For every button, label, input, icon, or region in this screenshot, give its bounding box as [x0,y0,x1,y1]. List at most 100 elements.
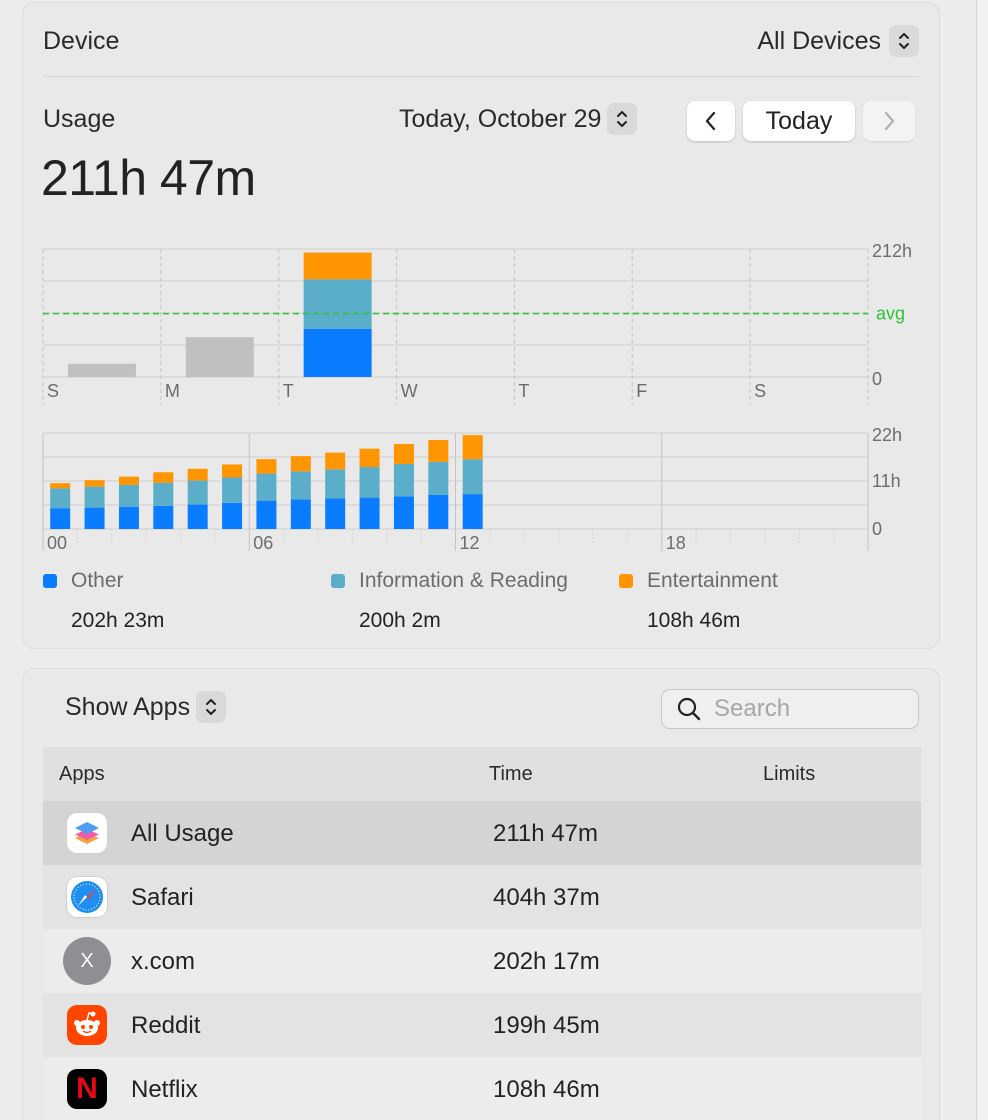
hour-bar-segment [256,500,277,529]
hour-y-tick-label: 22h [872,425,902,445]
app-name: Safari [131,884,194,911]
app-time: 211h 47m [493,820,598,847]
app-time: 404h 37m [493,884,600,911]
average-label: avg [876,304,905,324]
hour-bar-segment [256,459,277,474]
updown-chevron-icon [196,691,227,723]
search-input[interactable] [714,695,894,723]
usage-total: 211h 47m [41,150,256,206]
hour-bar-segment [118,506,139,529]
reddit-icon [67,1005,107,1045]
app-time: 108h 46m [493,1076,600,1103]
previous-day-button[interactable] [687,101,735,141]
hour-x-tick-label: 12 [460,533,480,553]
hour-y-tick-label: 11h [872,471,901,491]
hour-bar-segment [359,467,380,498]
device-label: Device [43,27,120,55]
legend-label: Information & Reading [359,569,568,592]
hour-bar-segment [118,476,139,485]
netflix-icon: N [67,1069,107,1109]
hour-bar-segment [462,494,483,529]
usage-panel: Device All Devices Usage 211h 47m Today,… [22,2,940,649]
hour-x-tick-label: 00 [47,533,67,553]
search-field[interactable] [661,689,919,729]
chevron-right-icon [884,111,895,131]
device-row: Device All Devices [43,19,919,77]
app-time: 202h 17m [493,948,600,975]
date-select[interactable]: Today, October 29 [399,103,638,135]
next-day-button[interactable] [863,101,915,141]
hour-bar-segment [187,504,208,529]
hour-bar-segment [359,448,380,468]
week-day-label: S [754,381,766,401]
app-name: Reddit [131,1012,201,1039]
hour-bar-segment [222,477,243,503]
week-day-label: W [401,381,418,401]
hour-bar-segment [187,480,208,505]
hour-bar-segment [290,456,311,472]
hour-x-tick-label: 06 [253,533,273,553]
hour-bar-segment [222,464,243,478]
hour-bar-segment [222,502,243,529]
hour-bar-segment [153,505,174,529]
hour-bar-segment [84,486,105,508]
column-header-time[interactable]: Time [489,763,533,785]
chevron-left-icon [705,111,716,131]
app-name: x.com [131,948,196,975]
legend-label: Entertainment [647,569,778,592]
legend-value: 200h 2m [359,609,441,632]
x-com-icon: X [63,937,111,985]
hour-bar-segment [50,508,71,529]
hour-bar-segment [428,439,449,462]
show-apps-select[interactable]: Show Apps [65,691,227,723]
hour-x-tick-label: 18 [666,533,686,553]
week-bar-segment [67,363,136,377]
hour-bar-segment [325,469,346,499]
week-day-label: S [47,381,59,401]
week-y-tick-label: 0 [872,369,882,389]
table-header: Apps Time Limits [43,747,921,801]
legend-value: 108h 46m [647,609,741,632]
show-apps-value: Show Apps [65,692,191,721]
layers-icon [67,813,107,853]
week-day-label: M [165,381,180,401]
netflix-icon-letter: N [76,1072,98,1105]
safari-icon [67,877,107,917]
table-row[interactable]: N Netflix 108h 46m [43,1057,921,1120]
hour-bar-segment [290,471,311,500]
hour-bar-segment [256,473,277,501]
date-select-value: Today, October 29 [399,104,602,133]
hour-bar-segment [462,459,483,495]
table-row[interactable]: X x.com 202h 17m [43,929,921,993]
legend-item-other: Other 202h 23m [43,569,164,633]
hour-bar-segment [359,497,380,529]
hour-bar-segment [290,499,311,529]
hour-bar-segment [50,488,71,509]
hour-bar-segment [462,435,483,460]
hour-bar-segment [428,461,449,495]
week-day-label: F [636,381,647,401]
week-bar-segment [303,252,372,280]
hour-bar-segment [118,484,139,507]
column-header-limits[interactable]: Limits [763,763,816,785]
apps-panel: Show Apps Apps Time Limits All Usage 211… [22,668,940,1120]
device-select[interactable]: All Devices [757,25,919,57]
week-bar-segment [303,328,372,377]
table-row[interactable]: Reddit 199h 45m [43,993,921,1057]
week-day-label: T [283,381,294,401]
usage-label: Usage [43,105,116,133]
legend-swatch [43,574,57,588]
hour-bar-segment [393,463,414,497]
hour-bar-segment [187,468,208,481]
hour-y-tick-label: 0 [872,519,882,539]
x-com-icon-letter: X [80,949,94,972]
app-name: All Usage [131,820,234,847]
week-day-label: T [518,381,529,401]
table-row[interactable]: Safari 404h 37m [43,865,921,929]
today-button[interactable]: Today [743,101,855,141]
column-header-apps[interactable]: Apps [59,763,105,785]
hour-bar-segment [50,483,71,489]
hour-bar-segment [393,443,414,464]
table-row[interactable]: All Usage 211h 47m [43,801,921,865]
